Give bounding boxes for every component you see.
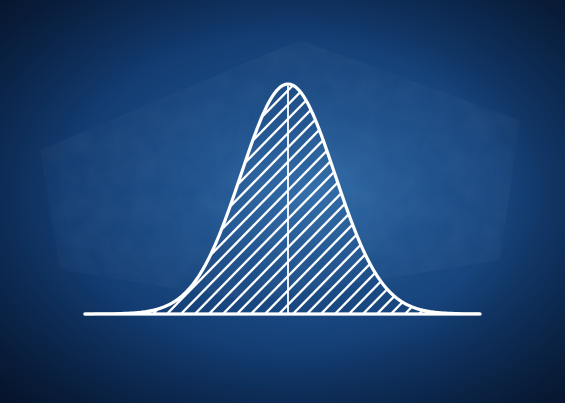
bell-curve-outline: [83, 82, 481, 316]
